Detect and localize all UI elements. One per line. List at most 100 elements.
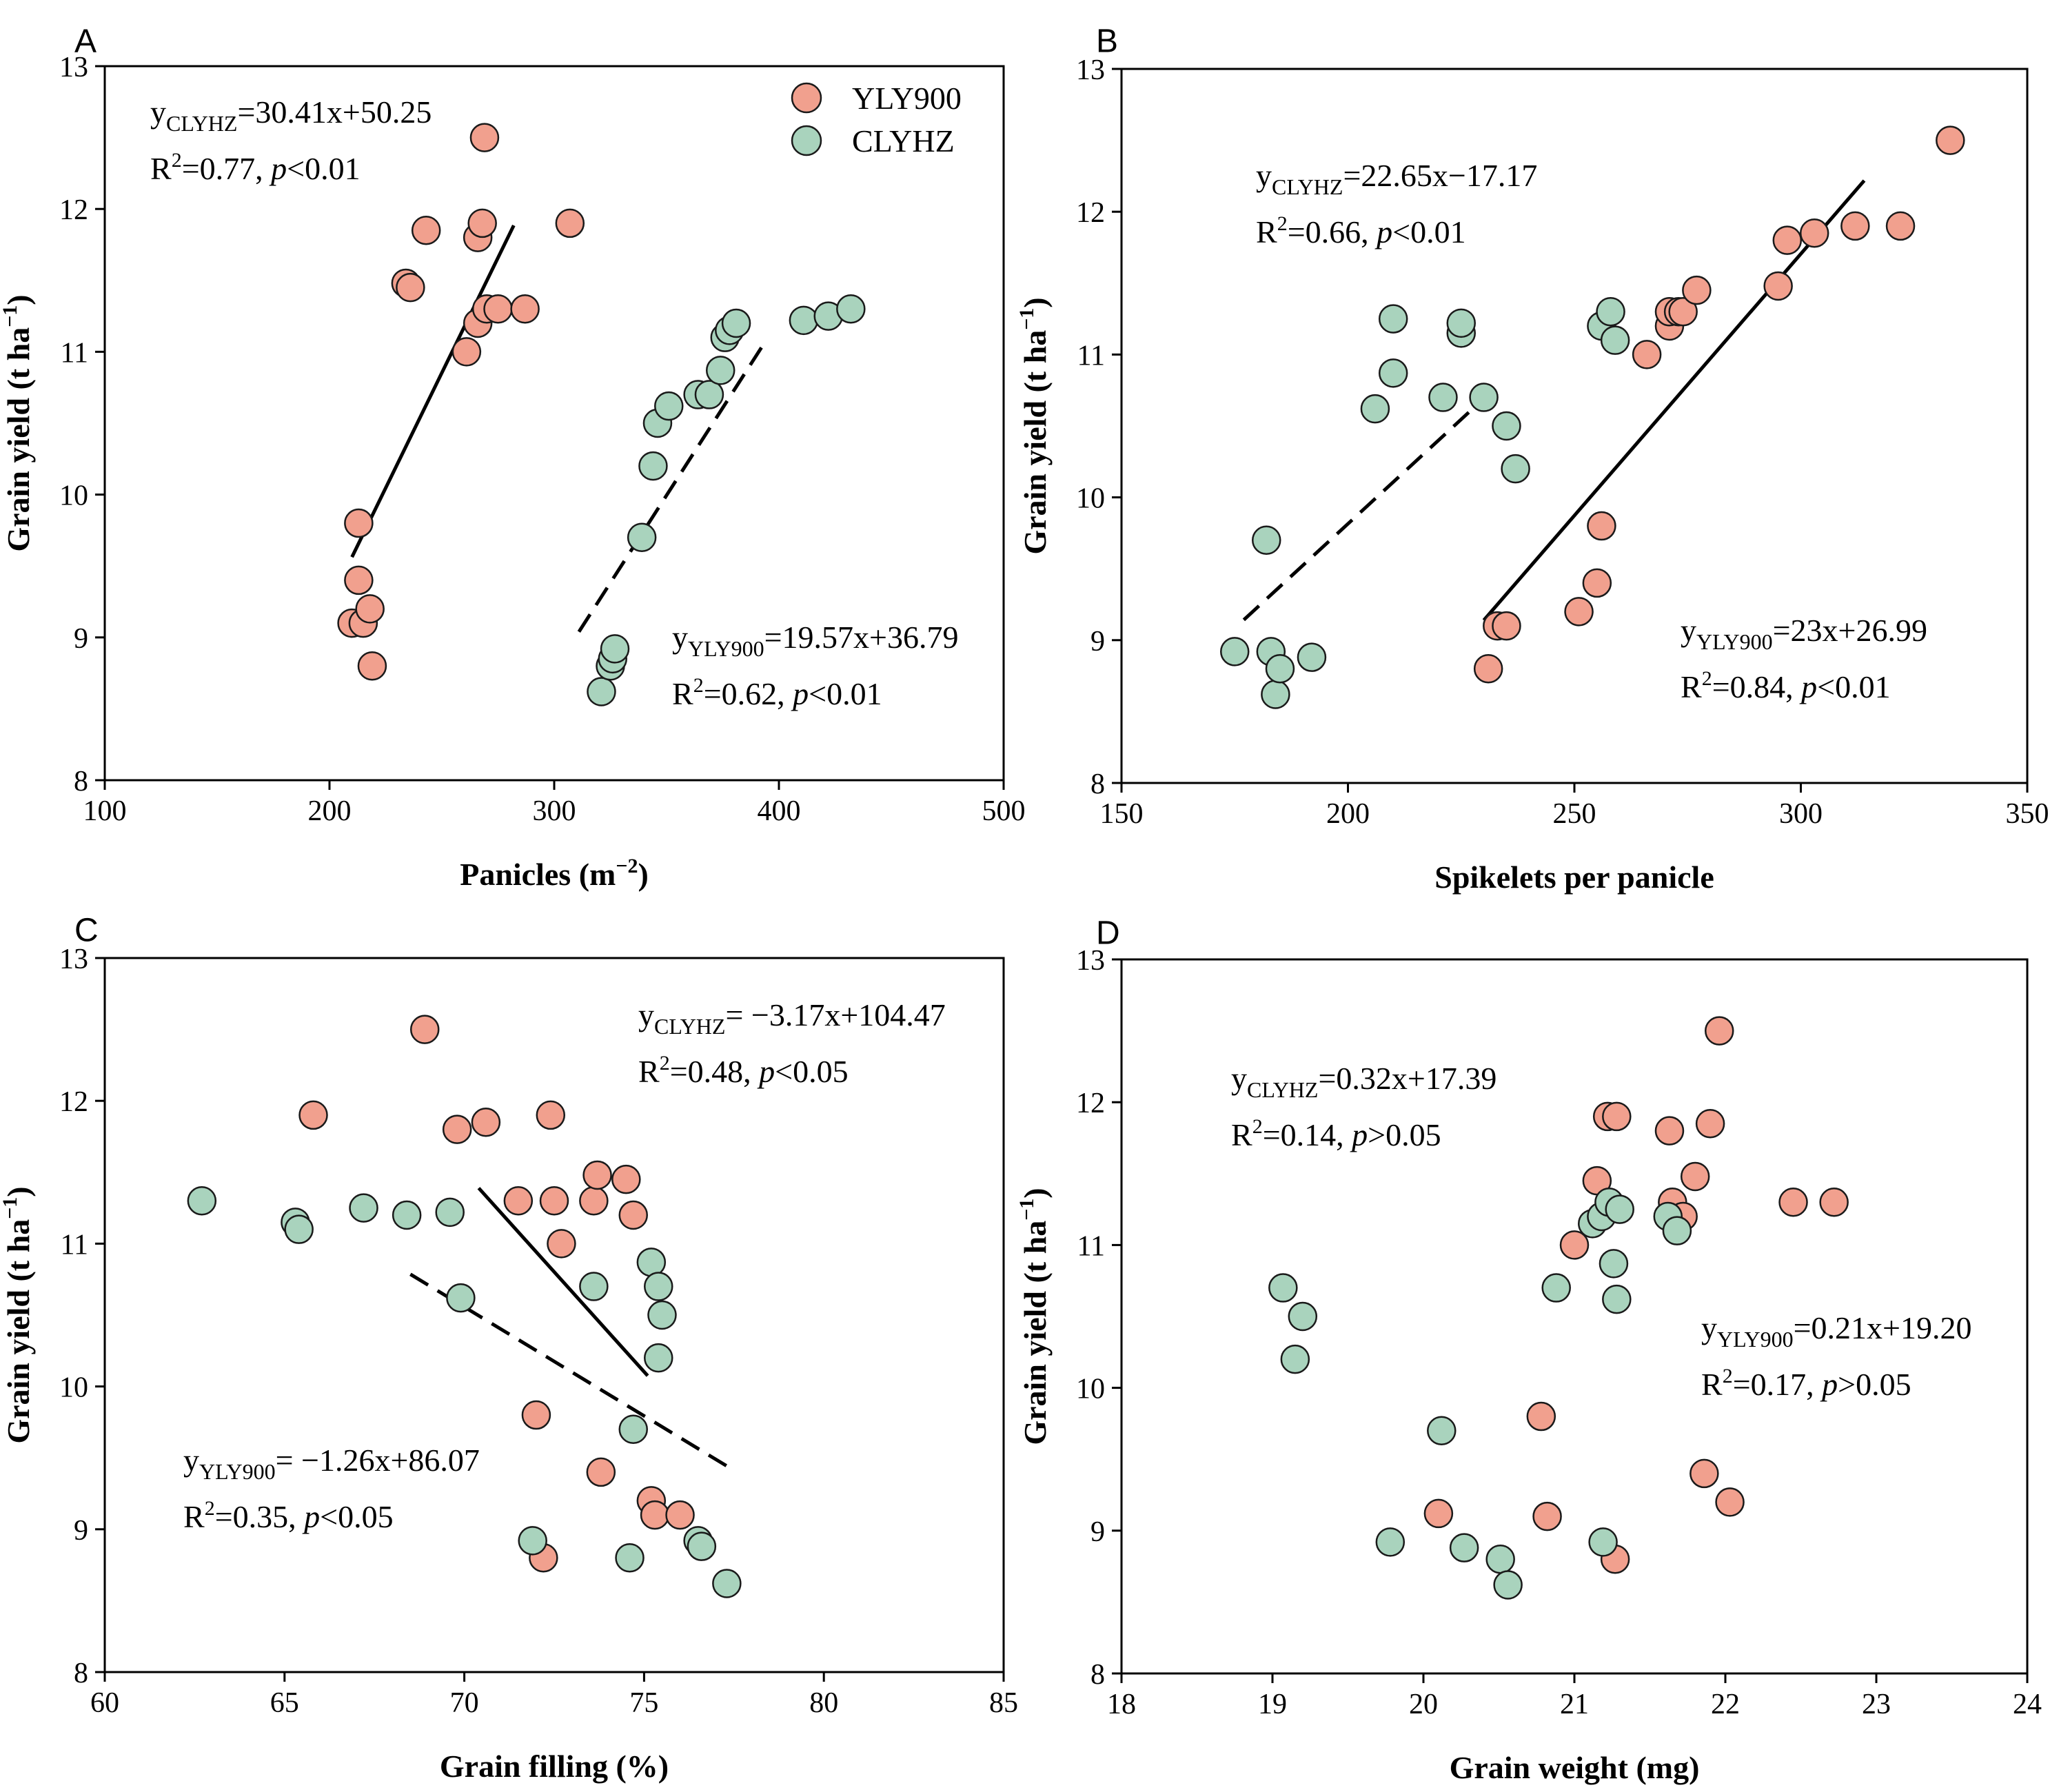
point-clyhz xyxy=(284,1214,314,1244)
x-tick-label: 75 xyxy=(629,1687,658,1719)
y-axis-label: Grain yield (t ha−1) xyxy=(1015,1188,1053,1445)
y-axis-label-sup: −1 xyxy=(1015,308,1038,330)
point-clyhz xyxy=(1662,1216,1692,1245)
point-clyhz xyxy=(1428,383,1458,412)
point-yly900 xyxy=(1778,1187,1808,1217)
point-clyhz xyxy=(1449,1533,1479,1562)
fit-line-clyhz xyxy=(1242,405,1477,622)
r-symbol: R xyxy=(1701,1367,1723,1402)
r-squared-value: =0.14, xyxy=(1263,1117,1352,1152)
equation-subscript: CLYHZ xyxy=(654,1014,725,1039)
point-clyhz xyxy=(1541,1273,1571,1303)
p-symbol: p xyxy=(269,151,287,186)
regression-stats: R2=0.62, p<0.01 xyxy=(672,674,882,711)
point-yly900 xyxy=(539,1185,569,1216)
point-clyhz xyxy=(687,1531,717,1561)
point-clyhz xyxy=(435,1197,465,1228)
r-squared-sup: 2 xyxy=(205,1497,215,1520)
regression-stats: R2=0.66, p<0.01 xyxy=(1256,212,1466,250)
y-tick-label: 9 xyxy=(1090,1516,1105,1548)
panel-letter: B xyxy=(1096,23,1118,60)
x-tick-label: 23 xyxy=(1862,1689,1891,1720)
y-tick-label: 12 xyxy=(1076,197,1105,229)
p-value: >0.05 xyxy=(1368,1117,1441,1152)
fit-line-yly900 xyxy=(1482,179,1866,622)
panel-c: C 60 65 70 75 80 85 8 9 10 11 12 13 Grain filling (%)… xyxy=(0,913,1018,1784)
regression-equation: yYLY900=19.57x+36.79 xyxy=(672,620,958,661)
x-tick-label: 22 xyxy=(1711,1689,1740,1720)
p-value: >0.05 xyxy=(1838,1367,1911,1402)
point-yly900 xyxy=(1819,1187,1849,1217)
plot-frame xyxy=(103,957,1005,1673)
y-axis-label-sup: −1 xyxy=(1015,1199,1038,1221)
point-clyhz xyxy=(694,380,724,409)
point-clyhz xyxy=(349,1193,378,1223)
point-yly900 xyxy=(1602,1101,1632,1132)
point-yly900 xyxy=(618,1200,649,1230)
r-squared-sup: 2 xyxy=(172,149,182,172)
point-yly900 xyxy=(1715,1487,1745,1517)
point-clyhz xyxy=(1605,1194,1634,1224)
point-yly900 xyxy=(510,294,540,324)
r-squared-sup: 2 xyxy=(1723,1365,1733,1387)
x-axis-label-text: Spikelets per panicle xyxy=(1434,859,1714,895)
point-yly900 xyxy=(355,594,385,624)
y-tick-label: 13 xyxy=(59,52,88,83)
point-clyhz xyxy=(627,522,657,553)
point-yly900 xyxy=(555,208,585,238)
panel-letter: C xyxy=(74,913,99,949)
point-clyhz xyxy=(1446,308,1476,338)
point-clyhz xyxy=(1501,454,1530,484)
p-value: <0.01 xyxy=(1817,669,1890,704)
y-tick-label: 8 xyxy=(1090,768,1105,800)
y-tick-label: 11 xyxy=(61,337,88,369)
x-tick-label: 350 xyxy=(2006,798,2049,830)
y-axis-label-text: Grain yield (t ha xyxy=(1017,330,1053,555)
point-clyhz xyxy=(600,634,630,664)
point-clyhz xyxy=(644,1272,673,1301)
x-axis-label: Grain filling (%) xyxy=(440,1749,669,1784)
y-axis-label-sup: −1 xyxy=(0,305,21,327)
y-axis-label-end: ) xyxy=(1,1186,36,1197)
equation-y: y xyxy=(1231,1061,1247,1096)
point-yly900 xyxy=(344,565,374,595)
point-clyhz xyxy=(392,1200,422,1230)
y-tick-label: 9 xyxy=(74,1515,88,1547)
point-yly900 xyxy=(611,1164,641,1194)
point-yly900 xyxy=(1695,1109,1725,1139)
point-clyhz xyxy=(636,1248,667,1277)
regression-equation: yYLY900=23x+26.99 xyxy=(1681,613,1927,654)
regression-stats: R2=0.14, p>0.05 xyxy=(1231,1115,1441,1152)
point-yly900 xyxy=(1532,1501,1562,1531)
point-yly900 xyxy=(467,208,497,238)
x-tick-label: 19 xyxy=(1258,1689,1287,1720)
y-tick-label: 9 xyxy=(1090,626,1105,658)
y-axis-label-end: ) xyxy=(1017,297,1053,307)
y-tick-label: 10 xyxy=(1076,1374,1105,1405)
regression-equation: yCLYHZ=0.32x+17.39 xyxy=(1231,1061,1496,1102)
x-axis-label-text: Panicles (m xyxy=(460,857,616,892)
r-squared-value: =0.17, xyxy=(1733,1367,1822,1402)
point-yly900 xyxy=(483,294,513,324)
point-clyhz xyxy=(1492,411,1521,441)
x-tick-label: 400 xyxy=(758,795,801,827)
point-yly900 xyxy=(409,1015,440,1044)
point-yly900 xyxy=(298,1100,328,1130)
y-tick-label: 10 xyxy=(59,1372,88,1404)
r-symbol: R xyxy=(1681,669,1702,704)
point-clyhz xyxy=(712,1569,742,1598)
p-value: <0.05 xyxy=(320,1499,393,1534)
point-yly900 xyxy=(357,651,387,681)
point-clyhz xyxy=(1596,296,1625,327)
point-yly900 xyxy=(344,508,374,538)
point-clyhz xyxy=(1427,1416,1457,1446)
point-clyhz xyxy=(1485,1544,1515,1574)
point-clyhz xyxy=(187,1185,217,1216)
r-symbol: R xyxy=(1256,214,1277,250)
p-value: <0.01 xyxy=(287,151,360,186)
y-axis-label-end: ) xyxy=(1017,1188,1053,1198)
x-axis-label: Grain weight (mg) xyxy=(1450,1750,1700,1785)
point-clyhz xyxy=(1469,383,1499,412)
point-yly900 xyxy=(1582,568,1612,598)
